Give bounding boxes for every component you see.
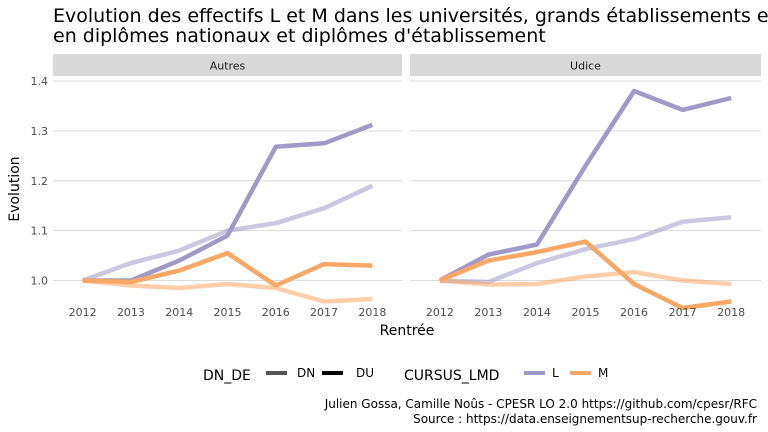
x-tick-label-udice-6: 2018 — [717, 306, 745, 319]
legend-cursus-title: CURSUS_LMD — [404, 368, 499, 384]
legend-dn-de-title: DN_DE — [203, 368, 251, 384]
legend-label-m: M — [598, 366, 608, 380]
series-line-udice-m-dn — [438, 239, 732, 311]
x-tick-label-autres-2: 2014 — [165, 306, 193, 319]
series-line-udice-l-dn — [438, 88, 732, 283]
caption-line-1: Julien Gossa, Camille Noûs - CPESR LO 2.… — [324, 397, 757, 411]
y-axis-title: Evolution — [7, 156, 23, 221]
x-tick-label-autres-4: 2016 — [262, 306, 290, 319]
x-tick-label-autres-5: 2017 — [310, 306, 338, 319]
legend-label-l: L — [552, 366, 559, 380]
x-axis-title: Rentrée — [380, 323, 435, 339]
series-line-udice-l-du — [439, 214, 732, 285]
panel-udice: Udice 2012 2013 2014 2015 2016 2017 2018 — [410, 54, 761, 319]
x-tick-label-autres-3: 2015 — [214, 306, 242, 319]
panel-autres-label: Autres — [210, 60, 246, 73]
legend-label-dn: DN — [297, 366, 315, 380]
panel-autres-strip — [53, 54, 402, 76]
caption-line-2: Source : https://data.enseignementsup-re… — [413, 412, 757, 426]
x-tick-label-udice-0: 2012 — [426, 306, 454, 319]
y-tick-label-3: 1.3 — [31, 125, 49, 138]
x-tick-label-autres-1: 2013 — [117, 306, 145, 319]
chart-title-line-2: en diplômes nationaux et diplômes d'étab… — [53, 25, 546, 47]
panel-udice-strip — [410, 54, 761, 76]
x-tick-label-autres-0: 2012 — [69, 306, 97, 319]
x-tick-label-udice-4: 2016 — [620, 306, 648, 319]
x-tick-label-udice-1: 2013 — [474, 306, 502, 319]
y-tick-label-1: 1.1 — [31, 225, 49, 238]
series-line-autres-l-du — [81, 183, 374, 283]
y-tick-label-4: 1.4 — [31, 75, 49, 88]
x-tick-label-autres-6: 2018 — [358, 306, 386, 319]
x-tick-label-udice-3: 2015 — [572, 306, 600, 319]
x-tick-label-udice-5: 2017 — [669, 306, 697, 319]
x-tick-label-udice-2: 2014 — [523, 306, 551, 319]
y-tick-label-2: 1.2 — [31, 175, 49, 188]
y-tick-label-0: 1.0 — [31, 275, 49, 288]
legend: DN_DE DN DU CURSUS_LMD L M — [203, 366, 608, 384]
series-line-autres-m-dn — [82, 250, 373, 288]
legend-label-du: DU — [356, 366, 374, 380]
series-line-autres-l-dn — [82, 122, 374, 283]
panel-autres: Autres 2012 2013 2014 2015 2016 2017 2018 — [53, 54, 402, 319]
y-axis-ticks: 1.0 1.1 1.2 1.3 1.4 — [31, 75, 49, 288]
panel-udice-label: Udice — [570, 60, 601, 73]
series-line-udice-m-du — [439, 269, 732, 287]
series-line-autres-m-du — [82, 278, 373, 304]
chart-title-line-1: Evolution des effectifs L et M dans les … — [53, 5, 768, 27]
